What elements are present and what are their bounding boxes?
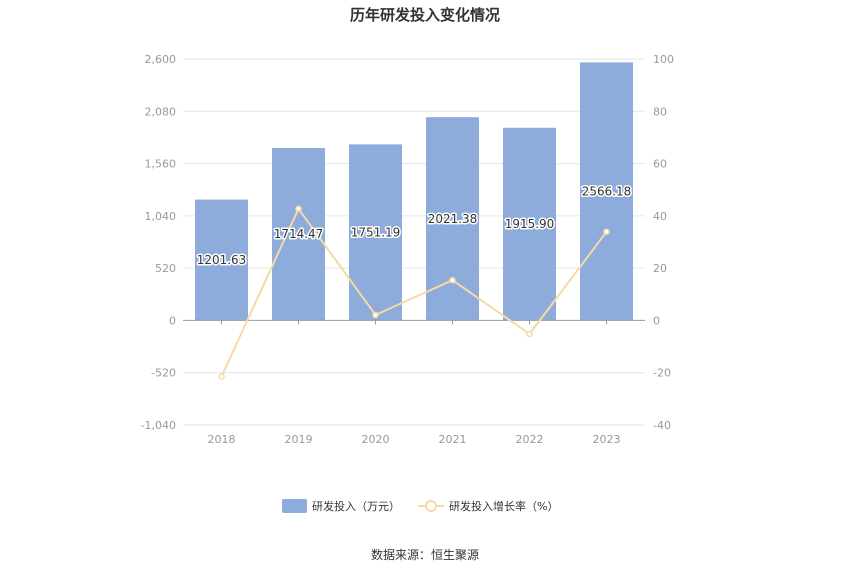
- x-tick-label: 2020: [362, 433, 390, 446]
- left-tick-label: 1,040: [145, 210, 177, 223]
- left-tick-label: -520: [151, 367, 176, 380]
- growth-point[interactable]: [526, 330, 533, 338]
- left-tick-label: -1,040: [141, 419, 176, 432]
- right-tick-label: 0: [653, 314, 660, 327]
- legend-item-bar[interactable]: 研发投入（万元）: [282, 499, 400, 513]
- left-tick-label: 0: [169, 314, 176, 327]
- bar-series: [195, 62, 633, 321]
- bar-value-label: 1751.19: [351, 225, 401, 239]
- right-tick-label: -40: [653, 419, 671, 432]
- bar-value-labels: 1201.63 1714.47 1751.19 2021.38 1915.90 2566.…: [195, 183, 633, 269]
- bar[interactable]: [426, 117, 479, 321]
- bar-value-label: 2566.18: [582, 184, 632, 198]
- bar-value-label: 1201.63: [197, 253, 247, 267]
- bar-value-label: 2021.38: [428, 212, 478, 226]
- right-tick-label: 20: [653, 262, 667, 275]
- growth-point[interactable]: [603, 228, 610, 236]
- right-tick-label: 100: [653, 53, 674, 66]
- growth-point[interactable]: [372, 311, 379, 319]
- right-axis-ticks: -40 -20 0 20 40 60 80 100: [653, 53, 674, 432]
- source-note: 数据来源：恒生聚源: [371, 547, 479, 562]
- legend[interactable]: 研发投入（万元） 研发投入增长率（%）: [282, 499, 558, 513]
- right-tick-label: 60: [653, 158, 667, 171]
- left-tick-label: 1,560: [145, 158, 177, 171]
- bar[interactable]: [195, 199, 248, 321]
- bar-value-label: 1915.90: [505, 217, 555, 231]
- x-tick-label: 2022: [516, 433, 544, 446]
- right-tick-label: 40: [653, 210, 667, 223]
- left-tick-label: 520: [155, 262, 176, 275]
- right-tick-label: 80: [653, 105, 667, 118]
- x-tick-label: 2021: [439, 433, 467, 446]
- left-tick-label: 2,080: [145, 105, 177, 118]
- chart-title: 历年研发投入变化情况: [350, 6, 500, 24]
- x-axis: [183, 319, 645, 325]
- growth-point[interactable]: [449, 276, 456, 284]
- x-axis-ticks: 2018 2019 2020 2021 2022 2023: [208, 433, 621, 446]
- growth-line: [220, 206, 608, 378]
- left-tick-label: 2,600: [145, 53, 177, 66]
- growth-line-series: [218, 205, 610, 380]
- growth-point[interactable]: [218, 373, 225, 380]
- x-tick-label: 2019: [285, 433, 313, 446]
- bar[interactable]: [503, 127, 556, 321]
- legend-item-line[interactable]: 研发投入增长率（%）: [418, 499, 558, 513]
- legend-bar-swatch: [282, 499, 307, 513]
- legend-line-marker: [425, 500, 437, 512]
- left-axis-ticks: -1,040 -520 0 520 1,040 1,560 2,080 2,600: [141, 53, 176, 432]
- growth-point[interactable]: [295, 205, 302, 213]
- legend-line-label: 研发投入增长率（%）: [449, 499, 558, 513]
- legend-bar-label: 研发投入（万元）: [312, 499, 400, 513]
- bar[interactable]: [580, 62, 633, 321]
- bar-value-label: 1714.47: [274, 227, 324, 241]
- x-tick-label: 2023: [593, 433, 621, 446]
- grid-lines: [183, 58, 645, 426]
- right-tick-label: -20: [653, 367, 671, 380]
- x-tick-label: 2018: [208, 433, 236, 446]
